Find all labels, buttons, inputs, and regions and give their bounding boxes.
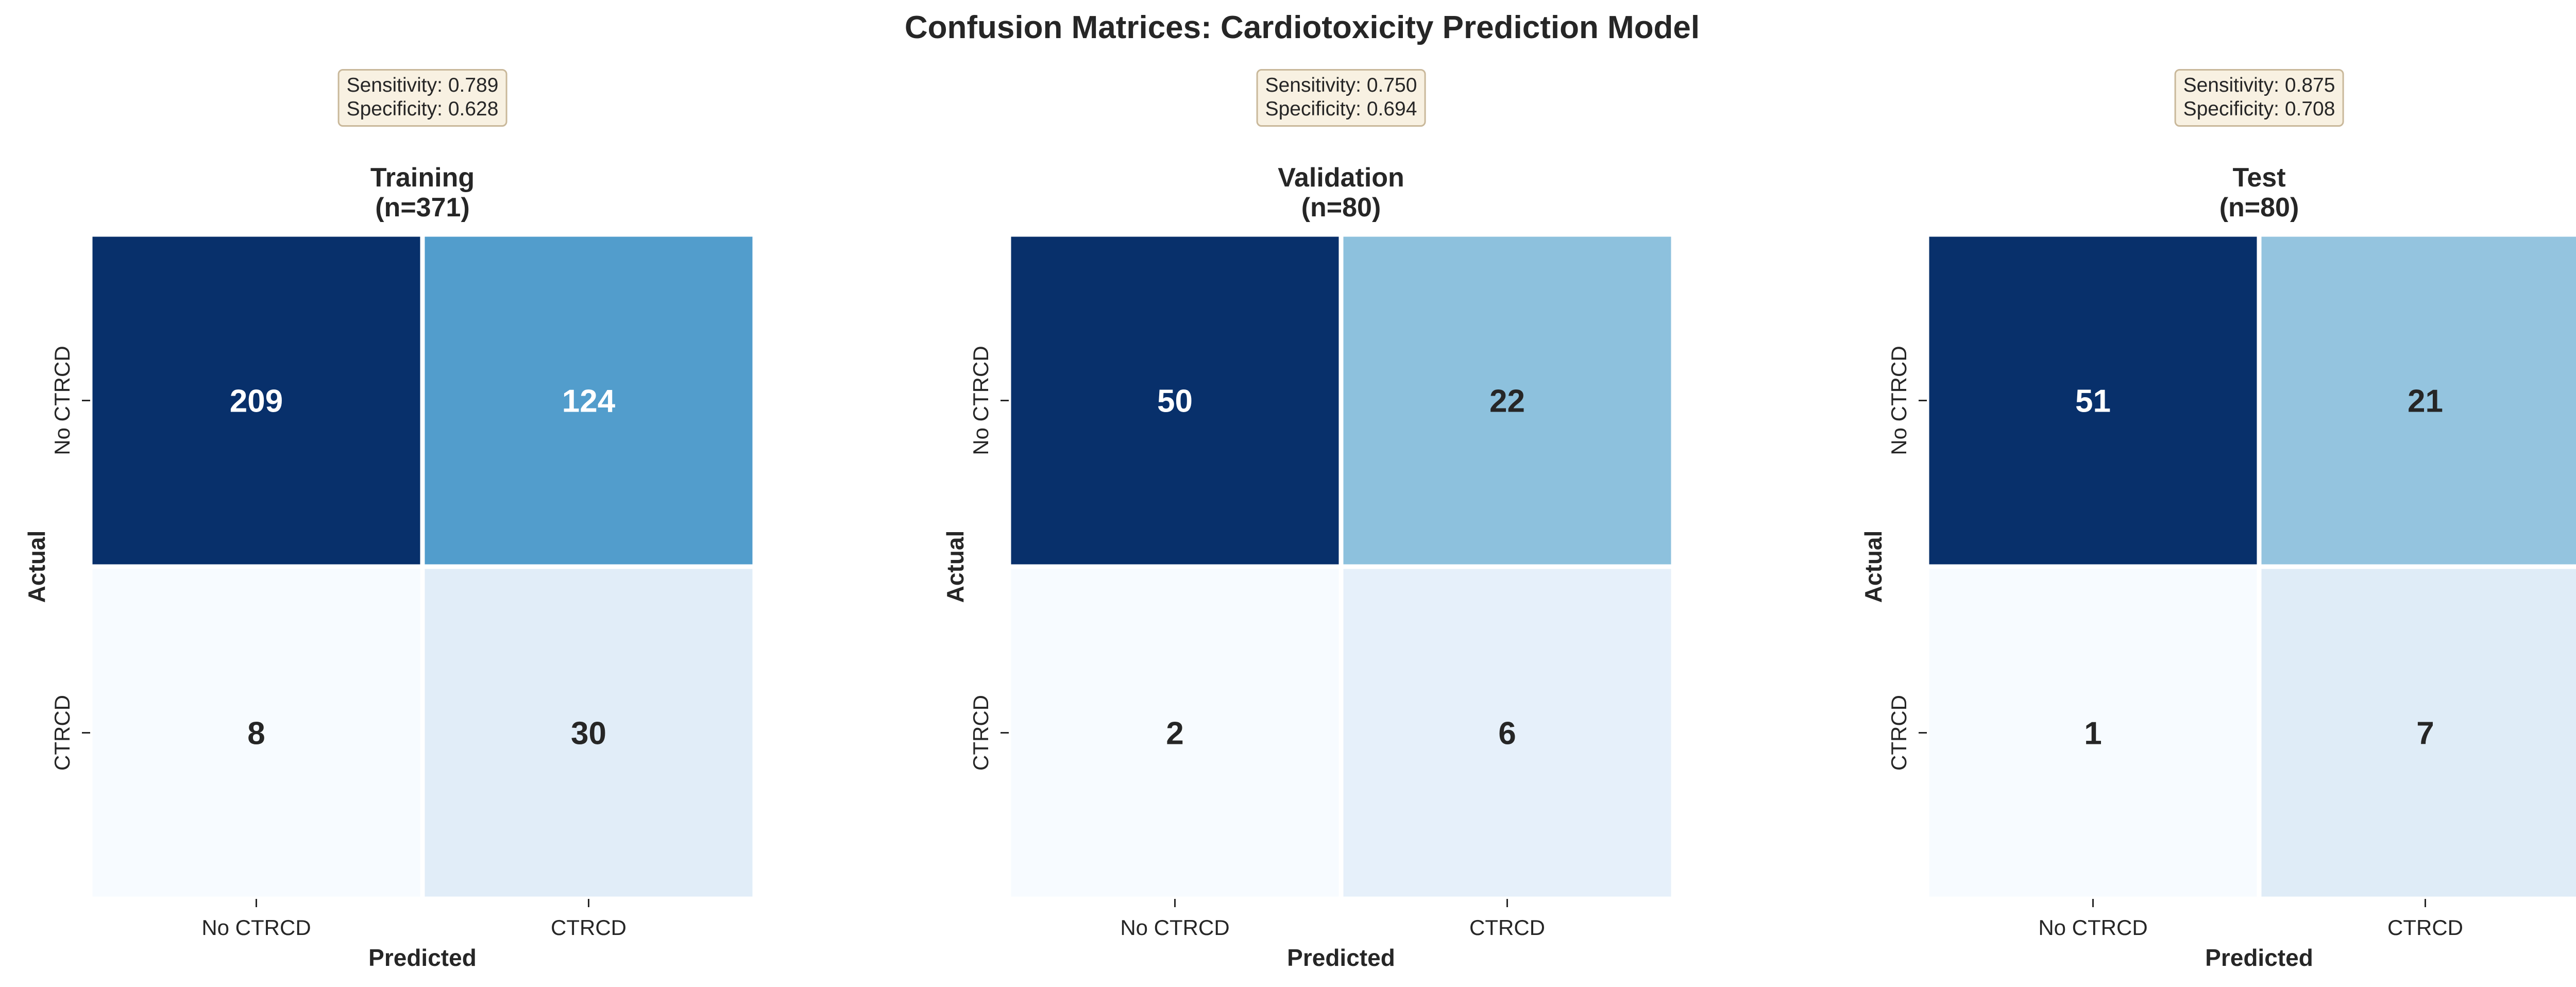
metrics-box: Sensitivity: 0.750 Specificity: 0.694: [1256, 69, 1426, 127]
panel-title-n: (n=80): [1301, 193, 1381, 223]
x-tick-label: CTRCD: [551, 915, 626, 940]
panel-test: Sensitivity: 0.875 Specificity: 0.708 Te…: [1857, 0, 2576, 987]
y-tick-label: No CTRCD: [969, 346, 993, 455]
heatmap-cell: [2257, 564, 2576, 901]
panel-training: Sensitivity: 0.789 Specificity: 0.628 Tr…: [21, 0, 757, 987]
panel-title-name: Test: [2232, 163, 2286, 193]
sensitivity-label: Sensitivity: 0.875: [2183, 74, 2335, 96]
specificity-label: Specificity: 0.708: [2183, 98, 2335, 120]
heatmap-cell: [420, 232, 757, 569]
y-axis-label: Actual: [1860, 531, 1887, 603]
y-tick-label: CTRCD: [1887, 695, 1911, 771]
heatmap-cell: [1006, 564, 1344, 901]
y-tick-label: CTRCD: [50, 695, 74, 771]
metrics-box: Sensitivity: 0.789 Specificity: 0.628: [337, 69, 507, 127]
panel-title: Training (n=371): [90, 163, 755, 223]
x-tick-label: No CTRCD: [2038, 915, 2147, 940]
panel-title: Validation (n=80): [1009, 163, 1673, 223]
cell-value-label: 124: [562, 384, 616, 419]
specificity-label: Specificity: 0.628: [346, 98, 499, 120]
cell-value-label: 7: [2416, 716, 2434, 752]
x-tick-label: No CTRCD: [201, 915, 311, 940]
cell-value-label: 209: [230, 384, 283, 419]
x-tick-label: No CTRCD: [1120, 915, 1229, 940]
panel-validation: Sensitivity: 0.750 Specificity: 0.694 Va…: [939, 0, 1676, 987]
panel-title-n: (n=371): [375, 193, 470, 223]
heatmap-cell: [88, 564, 425, 901]
sensitivity-label: Sensitivity: 0.789: [346, 74, 499, 96]
cell-value-label: 21: [2408, 384, 2443, 419]
panel-title-name: Validation: [1278, 163, 1404, 193]
cell-value-label: 30: [571, 716, 606, 752]
specificity-label: Specificity: 0.694: [1265, 98, 1417, 120]
y-tick-label: No CTRCD: [1887, 346, 1911, 455]
x-tick-label: CTRCD: [1469, 915, 1545, 940]
cell-value-label: 51: [2075, 384, 2111, 419]
panel-title-name: Training: [370, 163, 475, 193]
panel-title: Test (n=80): [1927, 163, 2576, 223]
heatmap-cell: [1338, 564, 1676, 901]
x-axis-label: Predicted: [1287, 944, 1395, 971]
heatmap-training: 209 124 8 30 No CTRCD CTRCD No CTRCD CTRCD Predi…: [23, 232, 757, 971]
cell-value-label: 1: [2084, 716, 2102, 752]
x-tick-label: CTRCD: [2387, 915, 2463, 940]
y-tick-label: CTRCD: [969, 695, 993, 771]
heatmap-cell: [1338, 232, 1676, 569]
heatmap-cell: [1924, 564, 2262, 901]
y-axis-label: Actual: [942, 531, 969, 603]
heatmap-test: 51 21 1 7 No CTRCD CTRCD No CTRCD CTRCD Predicte…: [1860, 232, 2576, 971]
cell-value-label: 22: [1489, 384, 1525, 419]
metrics-box: Sensitivity: 0.875 Specificity: 0.708: [2174, 69, 2344, 127]
y-axis-label: Actual: [23, 531, 50, 603]
panel-title-n: (n=80): [2219, 193, 2299, 223]
figure-title: Confusion Matrices: Cardiotoxicity Predi…: [904, 10, 1700, 45]
cell-value-label: 8: [247, 716, 265, 752]
heatmap-cell: [1924, 232, 2262, 569]
x-axis-label: Predicted: [368, 944, 477, 971]
sensitivity-label: Sensitivity: 0.750: [1265, 74, 1417, 96]
x-axis-label: Predicted: [2205, 944, 2313, 971]
cell-value-label: 2: [1166, 716, 1183, 752]
y-tick-label: No CTRCD: [50, 346, 74, 455]
cell-value-label: 6: [1498, 716, 1516, 752]
cell-value-label: 50: [1157, 384, 1193, 419]
